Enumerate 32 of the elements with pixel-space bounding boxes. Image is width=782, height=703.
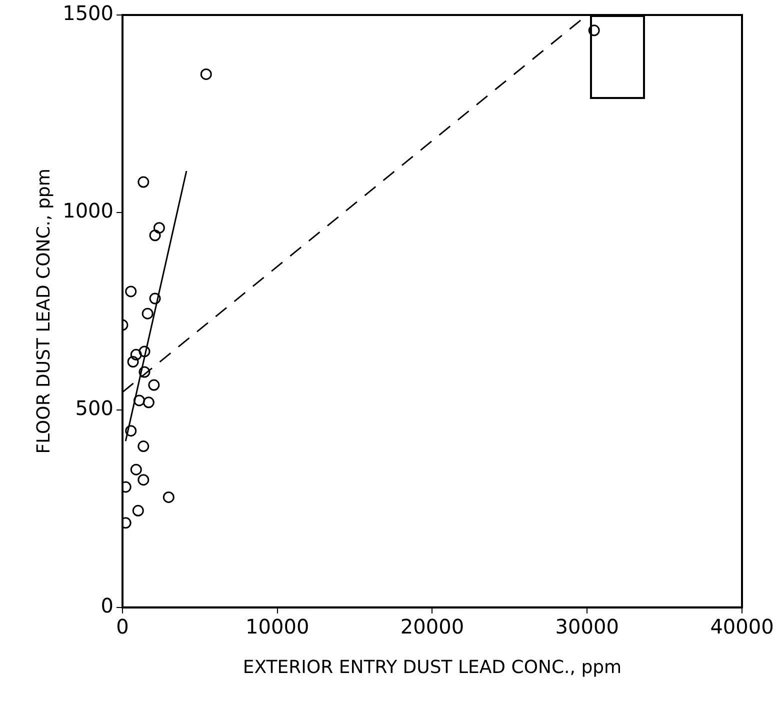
point — [127, 356, 139, 368]
x-tick-label: 10000 — [246, 614, 310, 639]
y-tick-label: 500 — [75, 396, 114, 420]
point — [149, 230, 161, 242]
point — [148, 379, 160, 391]
point — [138, 474, 150, 486]
point — [138, 366, 150, 378]
x-tick-label: 40000 — [710, 614, 774, 639]
point — [130, 348, 142, 360]
point — [153, 222, 165, 234]
point — [149, 292, 161, 304]
point — [138, 440, 150, 452]
point — [125, 425, 137, 437]
point — [125, 286, 137, 298]
y-tick-label: 1500 — [62, 1, 114, 26]
point — [138, 176, 150, 188]
x-tick-label: 30000 — [555, 614, 619, 639]
point — [142, 308, 154, 320]
x-axis-title: EXTERIOR ENTRY DUST LEAD CONC., ppm — [242, 656, 622, 678]
point — [130, 464, 142, 476]
x-tick-label: 20000 — [400, 614, 464, 639]
point — [588, 24, 600, 36]
point — [138, 346, 150, 358]
x-tick-label: 0 — [116, 614, 129, 639]
y-axis-title: FLOOR DUST LEAD CONC., ppm — [33, 168, 54, 454]
point — [200, 68, 212, 80]
y-tick-label: 1000 — [62, 198, 114, 223]
point — [142, 396, 154, 408]
point — [133, 394, 145, 406]
y-tick-label: 0 — [100, 594, 114, 618]
point — [162, 491, 174, 503]
point — [132, 504, 144, 516]
